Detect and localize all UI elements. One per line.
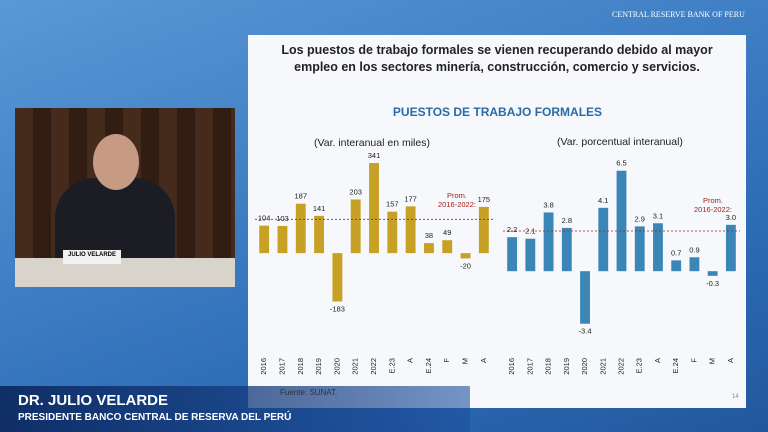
x-tick-label: 2019 xyxy=(562,358,571,375)
value-label: 141 xyxy=(313,204,326,213)
value-label: 103 xyxy=(276,214,289,223)
source: Fuente: SUNAT. xyxy=(280,388,338,397)
chart-subtitle: (Var. porcentual interanual) xyxy=(557,136,683,148)
value-label: 341 xyxy=(368,151,381,160)
bar xyxy=(332,253,343,302)
bar xyxy=(405,206,416,254)
bar xyxy=(314,215,325,254)
bar xyxy=(671,260,682,272)
x-tick-label: A xyxy=(726,358,735,363)
bar xyxy=(387,211,398,254)
value-label: 49 xyxy=(443,228,451,237)
value-label: 0.9 xyxy=(689,245,699,254)
x-tick-label: A xyxy=(406,358,415,363)
banner xyxy=(0,386,470,432)
value-label: 2.8 xyxy=(562,216,572,225)
bar xyxy=(561,227,572,272)
bar xyxy=(478,206,489,254)
section-title: PUESTOS DE TRABAJO FORMALES xyxy=(392,105,603,119)
bar xyxy=(525,238,536,272)
bar xyxy=(259,225,270,254)
value-label: 3.0 xyxy=(726,213,736,222)
value-label: 3.8 xyxy=(543,200,553,209)
x-tick-label: 2016 xyxy=(507,358,516,375)
x-tick-label: 2017 xyxy=(277,358,286,375)
bar xyxy=(707,271,718,276)
x-tick-label: 2017 xyxy=(525,358,534,375)
chart-subtitle: (Var. interanual en miles) xyxy=(314,137,430,149)
value-label: 6.5 xyxy=(616,159,626,168)
x-tick-label: A xyxy=(653,358,662,363)
value-label: 4.1 xyxy=(598,196,608,205)
nameplate: JULIO VELARDE xyxy=(63,250,121,264)
value-label: -0.3 xyxy=(706,279,719,288)
bar xyxy=(442,240,453,254)
value-label: 157 xyxy=(386,200,399,209)
value-label: 177 xyxy=(404,194,417,203)
bar xyxy=(580,271,590,324)
banner-name: DR. JULIO VELARDE xyxy=(18,392,169,409)
bar xyxy=(634,226,645,272)
reference-label: Prom. 2016-2022: xyxy=(438,191,476,209)
x-tick-label: F xyxy=(689,358,698,363)
value-label: -20 xyxy=(460,261,471,270)
slide-headline: Los puestos de trabajo formales se viene… xyxy=(281,43,713,74)
value-label: 2.1 xyxy=(525,227,535,236)
x-tick-label: E.23 xyxy=(635,358,644,373)
bar xyxy=(369,163,379,254)
value-label: -183 xyxy=(330,304,345,313)
x-tick-label: E.24 xyxy=(424,358,433,373)
x-tick-label: M xyxy=(461,358,470,364)
x-tick-label: 2020 xyxy=(332,358,341,375)
bar xyxy=(350,199,361,254)
broadcaster: CENTRAL RESERVE BANK OF PERU xyxy=(612,10,745,19)
x-tick-label: 2020 xyxy=(580,358,589,375)
page-number: 14 xyxy=(732,394,739,400)
x-tick-label: 2021 xyxy=(351,358,360,375)
bar xyxy=(598,207,609,272)
bar xyxy=(689,257,700,272)
value-label: 203 xyxy=(349,187,362,196)
x-tick-label: F xyxy=(442,358,451,363)
x-tick-label: E.24 xyxy=(671,358,680,373)
x-tick-label: 2021 xyxy=(598,358,607,375)
banner-role: PRESIDENTE BANCO CENTRAL DE RESERVA DEL … xyxy=(18,412,292,423)
slide xyxy=(248,35,746,408)
bar xyxy=(277,225,288,254)
x-tick-label: 2019 xyxy=(314,358,323,375)
x-tick-label: 2018 xyxy=(544,358,553,375)
value-label: 0.7 xyxy=(671,248,681,257)
video-feed: JULIO VELARDE xyxy=(15,108,235,287)
value-label: 2.9 xyxy=(635,214,645,223)
x-tick-label: 2022 xyxy=(616,358,625,375)
reference-label: Prom. 2016-2022: xyxy=(694,196,732,214)
value-label: 38 xyxy=(425,231,433,240)
x-tick-label: 2016 xyxy=(259,358,268,375)
bar xyxy=(295,203,306,254)
value-label: 2.2 xyxy=(507,225,517,234)
bar xyxy=(423,243,434,254)
value-label: 3.1 xyxy=(653,211,663,220)
x-tick-label: 2018 xyxy=(296,358,305,375)
value-label: 187 xyxy=(295,192,308,201)
x-tick-label: M xyxy=(708,358,717,364)
bar xyxy=(653,223,663,272)
x-tick-label: 2022 xyxy=(369,358,378,375)
value-label: -3.4 xyxy=(579,327,592,336)
bar xyxy=(543,212,554,272)
value-label: 175 xyxy=(478,195,491,204)
bar xyxy=(460,253,471,259)
x-tick-label: A xyxy=(479,358,488,363)
bar xyxy=(507,237,518,272)
value-label: 104 xyxy=(258,214,271,223)
bar xyxy=(725,224,736,272)
x-tick-label: E.23 xyxy=(387,358,396,373)
bar xyxy=(616,170,627,272)
